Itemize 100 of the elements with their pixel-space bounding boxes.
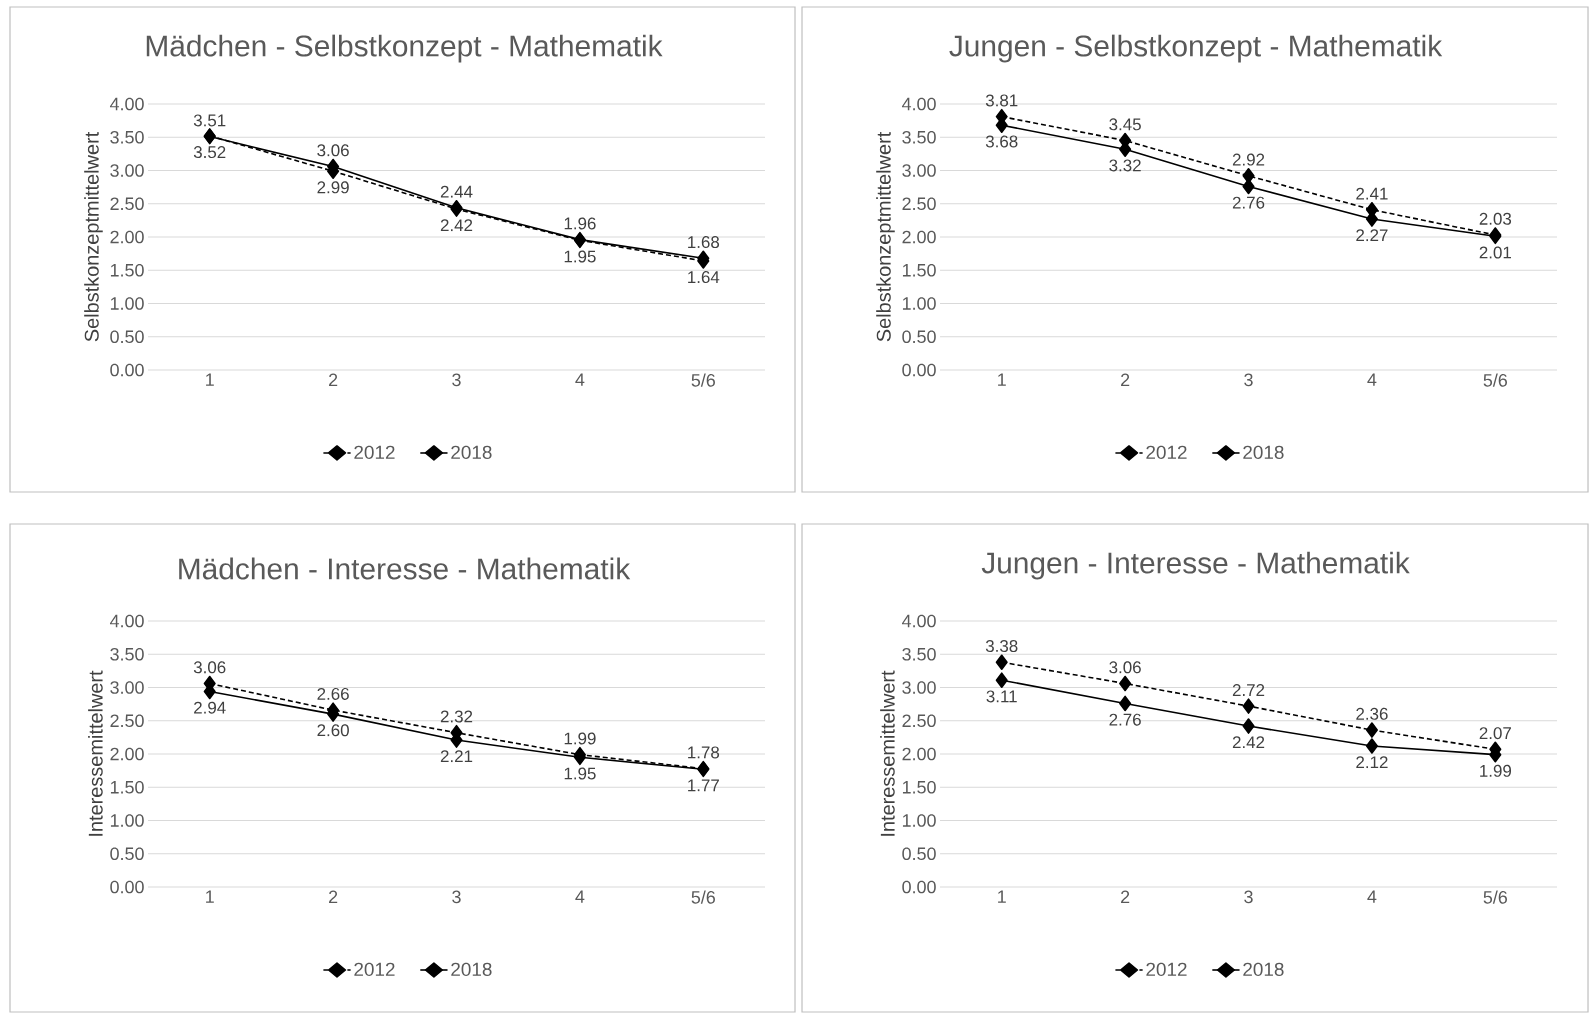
legend-label: 2018 xyxy=(451,962,492,977)
data-label: 3.81 xyxy=(985,94,1018,107)
y-axis-title: Interessemittelwert xyxy=(88,670,103,836)
y-tick-label: 1.00 xyxy=(902,814,936,827)
data-label: 3.45 xyxy=(1109,118,1141,131)
data-label: 1.68 xyxy=(688,236,720,249)
data-label: 1.99 xyxy=(564,732,596,745)
data-label: 3.06 xyxy=(1109,661,1141,674)
chart-title: Jungen - Interesse - Mathematik xyxy=(981,551,1410,580)
y-tick-label: 2.00 xyxy=(110,230,144,244)
data-label: 3.51 xyxy=(193,114,226,127)
chart-title: Jungen - Selbstkonzept - Mathematik xyxy=(949,34,1443,63)
x-tick-label: 2 xyxy=(1121,890,1130,904)
x-tick-label: 3 xyxy=(1244,373,1253,387)
y-tick-label: 2.00 xyxy=(902,230,936,244)
data-label: 3.32 xyxy=(1109,159,1141,172)
data-label: 2.42 xyxy=(440,219,473,232)
x-tick-label: 1 xyxy=(206,890,214,903)
data-label: 2.03 xyxy=(1479,212,1512,225)
data-label: 1.95 xyxy=(564,250,596,263)
legend-label: 2012 xyxy=(1146,962,1187,977)
legend-label: 2018 xyxy=(1243,962,1284,977)
data-label: 1.99 xyxy=(1480,764,1512,777)
y-tick-label: 4.00 xyxy=(902,97,936,111)
data-label: 2.42 xyxy=(1232,736,1265,749)
y-tick-label: 1.50 xyxy=(110,780,144,794)
data-label: 2.60 xyxy=(317,724,349,737)
data-label: 2.36 xyxy=(1356,707,1388,720)
y-tick-label: 3.50 xyxy=(902,647,936,661)
data-label: 2.44 xyxy=(440,185,473,198)
y-tick-label: 3.00 xyxy=(110,164,144,177)
chart-title: Mädchen - Selbstkonzept - Mathematik xyxy=(146,34,663,63)
y-tick-label: 0.00 xyxy=(902,880,936,894)
data-label: 3.68 xyxy=(985,135,1018,148)
data-label: 3.11 xyxy=(986,690,1017,703)
y-axis-title: Selbstkonzeptmittelwert xyxy=(876,131,895,342)
data-label: 2.72 xyxy=(1232,684,1265,696)
x-tick-label: 5/6 xyxy=(691,373,715,387)
y-tick-label: 3.00 xyxy=(902,164,936,177)
y-axis-title: Interessemittelwert xyxy=(880,670,895,836)
y-tick-label: 1.50 xyxy=(110,263,144,277)
x-tick-label: 5/6 xyxy=(1483,890,1508,904)
x-tick-label: 1 xyxy=(998,890,1006,903)
data-label: 2.76 xyxy=(1232,196,1265,209)
x-tick-label: 3 xyxy=(452,890,461,904)
data-label: 2.12 xyxy=(1356,756,1388,769)
data-label: 3.52 xyxy=(193,146,226,159)
y-tick-label: 0.50 xyxy=(110,847,144,861)
y-tick-label: 1.00 xyxy=(110,814,144,827)
x-tick-label: 4 xyxy=(575,373,585,386)
data-label: 1.95 xyxy=(564,767,596,780)
y-tick-label: 1.50 xyxy=(902,263,936,277)
y-tick-label: 2.00 xyxy=(902,747,936,761)
x-tick-label: 2 xyxy=(329,890,338,904)
data-label: 1.64 xyxy=(688,271,720,284)
y-tick-label: 3.00 xyxy=(902,681,936,694)
y-tick-label: 4.00 xyxy=(902,614,936,628)
x-tick-label: 1 xyxy=(206,373,214,386)
data-label: 2.94 xyxy=(194,701,226,714)
data-label: 3.06 xyxy=(193,661,226,674)
chart-title: Mädchen - Interesse - Mathematik xyxy=(179,557,631,580)
data-label: 2.32 xyxy=(440,710,473,723)
data-label: 2.76 xyxy=(1109,713,1141,726)
data-label: 2.21 xyxy=(440,750,473,763)
y-axis-title: Selbstkonzeptmittelwert xyxy=(84,131,103,342)
y-tick-label: 2.50 xyxy=(902,714,936,728)
data-label: 3.06 xyxy=(317,144,349,157)
y-tick-label: 0.50 xyxy=(110,330,144,344)
data-label: 2.27 xyxy=(1356,229,1388,242)
y-tick-label: 1.00 xyxy=(110,297,144,310)
y-tick-label: 3.50 xyxy=(110,647,144,661)
legend-label: 2018 xyxy=(451,445,492,460)
legend-label: 2012 xyxy=(354,445,395,460)
x-tick-label: 5/6 xyxy=(1483,373,1508,387)
x-tick-label: 4 xyxy=(575,890,585,903)
y-tick-label: 3.00 xyxy=(110,681,144,694)
data-label: 2.99 xyxy=(317,181,349,194)
data-label: 1.78 xyxy=(688,746,720,759)
data-label: 2.01 xyxy=(1479,246,1511,259)
x-tick-label: 5/6 xyxy=(691,890,715,904)
y-tick-label: 0.50 xyxy=(902,330,936,344)
x-tick-label: 2 xyxy=(1121,373,1130,387)
y-tick-label: 4.00 xyxy=(109,97,144,111)
y-tick-label: 3.50 xyxy=(902,130,936,144)
x-tick-label: 1 xyxy=(998,373,1006,386)
y-tick-label: 2.50 xyxy=(110,197,144,211)
y-tick-label: 0.50 xyxy=(902,847,936,861)
data-label: 2.41 xyxy=(1356,187,1388,200)
data-label: 3.38 xyxy=(985,640,1018,653)
x-tick-label: 3 xyxy=(452,373,461,387)
y-tick-label: 1.50 xyxy=(902,780,936,794)
y-tick-label: 0.00 xyxy=(110,363,144,377)
data-label: 2.07 xyxy=(1479,727,1511,740)
y-tick-label: 2.50 xyxy=(110,714,144,728)
data-label: 2.66 xyxy=(317,687,349,700)
y-tick-label: 0.00 xyxy=(902,363,936,377)
x-tick-label: 2 xyxy=(329,373,338,387)
legend-label: 2012 xyxy=(354,962,395,977)
legend-label: 2012 xyxy=(1146,445,1187,460)
y-tick-label: 2.00 xyxy=(110,747,144,761)
